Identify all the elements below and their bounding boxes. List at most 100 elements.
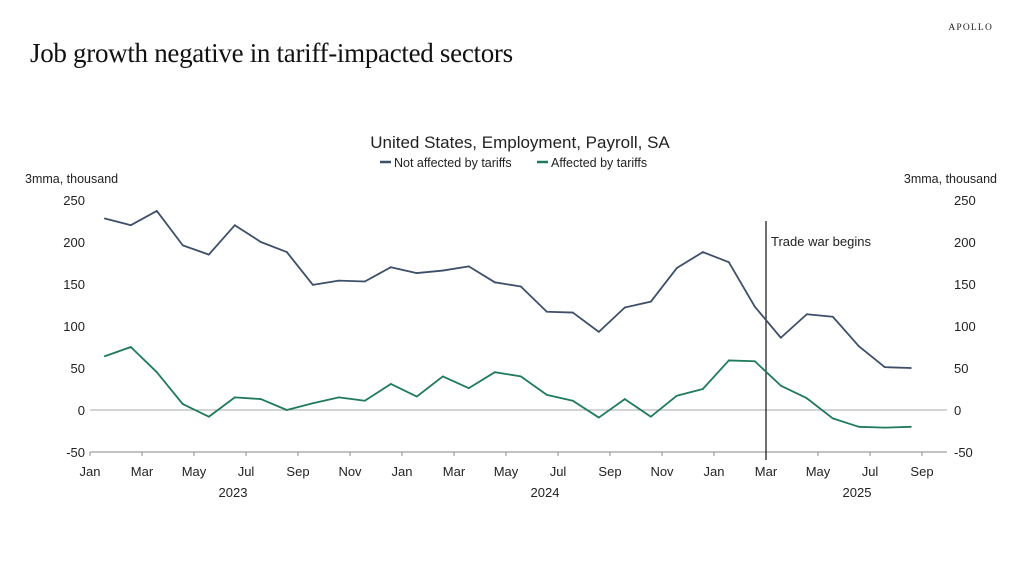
data-point-not-affected [129,224,132,227]
y-tick-label-right: 250 [954,193,976,208]
x-tick-label: Sep [286,464,309,479]
y-tick-label-left: -50 [66,445,85,460]
x-tick-label: Jul [862,464,879,479]
x-tick-label: Sep [598,464,621,479]
data-point-not-affected [415,272,418,274]
data-point-affected [623,398,626,400]
data-point-affected [883,426,886,429]
x-tick-label: Jul [238,464,255,479]
x-tick-label: Sep [910,464,933,479]
data-point-affected [337,396,340,399]
y-tick-label-left: 200 [63,235,85,250]
data-point-affected [779,384,782,387]
data-point-not-affected [363,280,366,283]
x-tick-label: Mar [755,464,778,479]
legend: Not affected by tariffs Affected by tari… [380,156,647,170]
y-tick-label-left: 0 [78,403,85,418]
trade-war-annotation: Trade war begins [771,234,871,249]
data-point-affected [233,396,236,399]
data-point-not-affected [675,267,678,269]
y-axis-label-left: 3mma, thousand [25,172,118,186]
x-tick-label: Jul [550,464,567,479]
data-point-not-affected [649,300,652,303]
data-point-affected [831,417,834,420]
data-point-not-affected [285,251,288,253]
data-point-affected [909,425,912,428]
data-point-not-affected [597,330,600,333]
year-label: 2023 [219,485,248,500]
y-tick-label-left: 150 [63,277,85,292]
y-tick-label-right: 50 [954,361,968,376]
data-point-affected [389,383,392,385]
y-tick-label-left: 100 [63,319,85,334]
series-line-affected [104,346,911,429]
y-tick-label-left: 50 [71,361,85,376]
data-point-affected [571,399,574,402]
data-point-affected [103,355,106,358]
data-point-affected [181,403,184,406]
legend-label-not-affected: Not affected by tariffs [394,156,512,170]
data-point-affected [415,395,418,398]
data-point-not-affected [493,281,496,284]
chart-title: United States, Employment, Payroll, SA [370,133,670,152]
data-point-not-affected [311,283,314,286]
data-point-not-affected [207,253,210,256]
year-label: 2025 [843,485,872,500]
data-point-not-affected [727,261,730,264]
data-point-affected [675,394,678,397]
data-point-not-affected [701,251,704,253]
data-point-not-affected [259,241,262,243]
data-point-affected [493,371,496,374]
data-point-not-affected [779,336,782,339]
series-line-not-affected [104,210,911,369]
data-point-affected [259,398,262,400]
x-tick-label: Mar [443,464,466,479]
data-point-affected [597,416,600,419]
data-point-affected [545,393,548,396]
data-point-not-affected [571,311,574,314]
data-point-not-affected [467,265,470,268]
data-point-not-affected [831,315,834,318]
data-point-not-affected [337,279,340,282]
data-point-not-affected [233,224,236,227]
data-point-not-affected [909,367,912,369]
data-point-not-affected [155,210,158,212]
data-point-not-affected [753,305,756,308]
y-axis-label-right: 3mma, thousand [904,172,997,186]
y-tick-label-left: 250 [63,193,85,208]
y-tick-label-right: 200 [954,235,976,250]
data-point-not-affected [857,345,860,348]
x-tick-label: Nov [650,464,674,479]
data-point-affected [727,359,730,362]
y-tick-label-right: 150 [954,277,976,292]
data-point-affected [311,402,314,405]
data-point-not-affected [181,244,184,247]
page-title: Job growth negative in tariff-impacted s… [30,38,513,68]
apollo-logo: APOLLO [948,23,993,33]
data-point-not-affected [103,217,106,220]
x-tick-label: May [182,464,207,479]
data-point-not-affected [805,313,808,316]
data-point-affected [805,397,808,400]
data-point-not-affected [441,269,444,272]
x-tick-label: Jan [392,464,413,479]
x-tick-label: May [494,464,519,479]
data-point-affected [441,375,444,378]
data-point-not-affected [883,366,886,369]
data-point-affected [285,409,288,411]
x-tick-label: Jan [704,464,725,479]
data-point-not-affected [623,306,626,309]
x-tick-label: May [806,464,831,479]
data-point-affected [155,371,158,374]
data-point-not-affected [519,285,522,288]
y-tick-label-right: 0 [954,403,961,418]
data-point-affected [363,399,366,402]
data-point-affected [207,415,210,418]
y-tick-label-right: -50 [954,445,973,460]
data-point-affected [753,360,756,363]
data-point-affected [649,415,652,418]
data-point-not-affected [389,266,392,269]
year-label: 2024 [531,485,560,500]
data-point-affected [857,425,860,428]
